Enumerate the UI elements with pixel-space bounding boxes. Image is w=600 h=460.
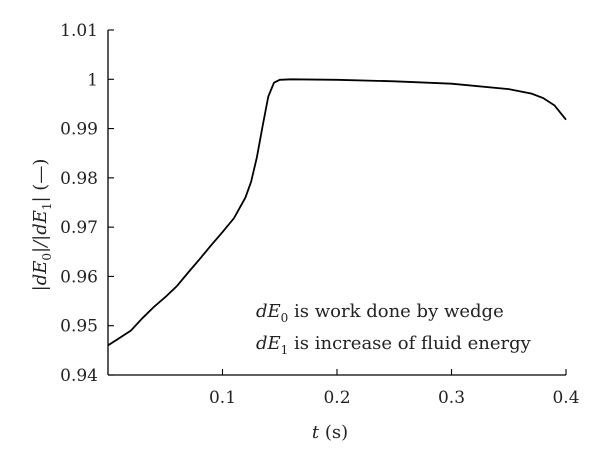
x-tick-label: 0.4: [552, 388, 579, 408]
y-tick-label: 0.99: [60, 120, 98, 140]
y-tick-label: 0.97: [60, 218, 98, 238]
y-tick-label: 1.01: [60, 21, 98, 41]
annotation-line-2: dE1 is increase of fluid energy: [256, 333, 532, 357]
series-layer: [107, 78, 567, 347]
x-axis-ticks: 0.1 0.2 0.3 0.4: [209, 369, 580, 408]
y-tick-label: 0.95: [60, 317, 98, 337]
x-tick-label: 0.1: [209, 388, 236, 408]
y-axis-label: |dE0|/|dE1| (—): [30, 159, 54, 292]
y-tick-label: 0.96: [60, 267, 98, 287]
y-axis-ticks: 0.94 0.95 0.96 0.97 0.98 0.99 1 1.01: [60, 21, 114, 386]
y-tick-label: 0.94: [60, 366, 98, 386]
annotation-line-1: dE0 is work done by wedge: [256, 301, 504, 325]
series-line: [107, 78, 567, 347]
y-tick-label: 0.98: [60, 169, 98, 189]
x-tick-label: 0.3: [438, 388, 465, 408]
annotation-box: dE0 is work done by wedge dE1 is increas…: [256, 301, 532, 357]
x-tick-label: 0.2: [323, 388, 350, 408]
y-tick-label: 1: [87, 70, 98, 90]
x-axis-label: t (s): [312, 422, 348, 443]
